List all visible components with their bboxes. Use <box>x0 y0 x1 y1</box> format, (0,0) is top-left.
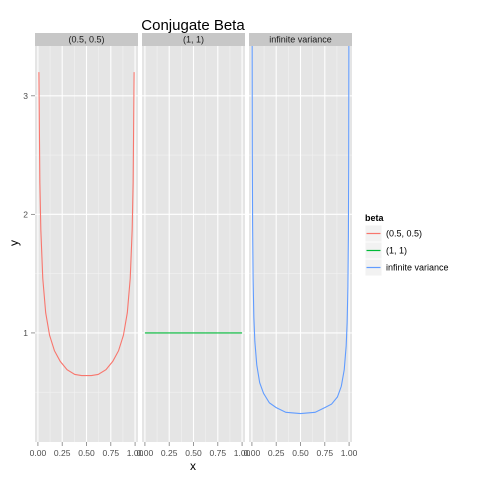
y-axis-label: y <box>7 240 21 246</box>
y-tick-label: 1 <box>23 328 28 338</box>
x-tick-label: 1.00 <box>234 448 251 458</box>
x-tick-label: 0.50 <box>78 448 95 458</box>
x-tick-label: 0.00 <box>137 448 154 458</box>
x-tick-label: 0.50 <box>292 448 309 458</box>
x-tick-label: 0.00 <box>30 448 47 458</box>
chart-title: Conjugate Beta <box>141 17 245 34</box>
legend-label: infinite variance <box>386 263 449 273</box>
x-tick-label: 0.25 <box>54 448 71 458</box>
y-tick-label: 3 <box>23 91 28 101</box>
x-tick-label: 1.00 <box>127 448 144 458</box>
legend: beta (0.5, 0.5) (1, 1) infinite variance <box>364 213 449 277</box>
y-tick-label: 2 <box>23 209 28 219</box>
x-tick-label: 0.50 <box>185 448 202 458</box>
x-tick-label: 0.75 <box>103 448 120 458</box>
facet-label: infinite variance <box>269 35 332 45</box>
facet-panel-2: infinite variance 0.00 0.25 0.50 0.75 1.00 <box>244 33 358 458</box>
facet-label: (0.5, 0.5) <box>68 35 104 45</box>
x-axis-label: x <box>190 459 196 473</box>
x-tick-label: 0.25 <box>161 448 178 458</box>
series-line <box>251 46 350 415</box>
x-tick-label: 0.25 <box>268 448 285 458</box>
legend-label: (1, 1) <box>386 246 407 256</box>
x-tick-label: 1.00 <box>341 448 358 458</box>
facet-panel-1: (1, 1) 0.00 0.25 0.50 0.75 1.00 <box>137 33 251 458</box>
facet-strip <box>249 33 352 46</box>
x-tick-label: 0.75 <box>317 448 334 458</box>
facet-strip <box>35 33 138 46</box>
legend-title: beta <box>365 213 385 223</box>
facet-panel-0: (0.5, 0.5) 0.00 0.25 0.50 0.75 1.00 <box>30 33 144 458</box>
x-tick-label: 0.75 <box>210 448 227 458</box>
series-line <box>38 72 135 377</box>
facet-strip <box>142 33 245 46</box>
legend-label: (0.5, 0.5) <box>386 229 422 239</box>
facet-label: (1, 1) <box>183 35 204 45</box>
x-tick-label: 0.00 <box>244 448 261 458</box>
